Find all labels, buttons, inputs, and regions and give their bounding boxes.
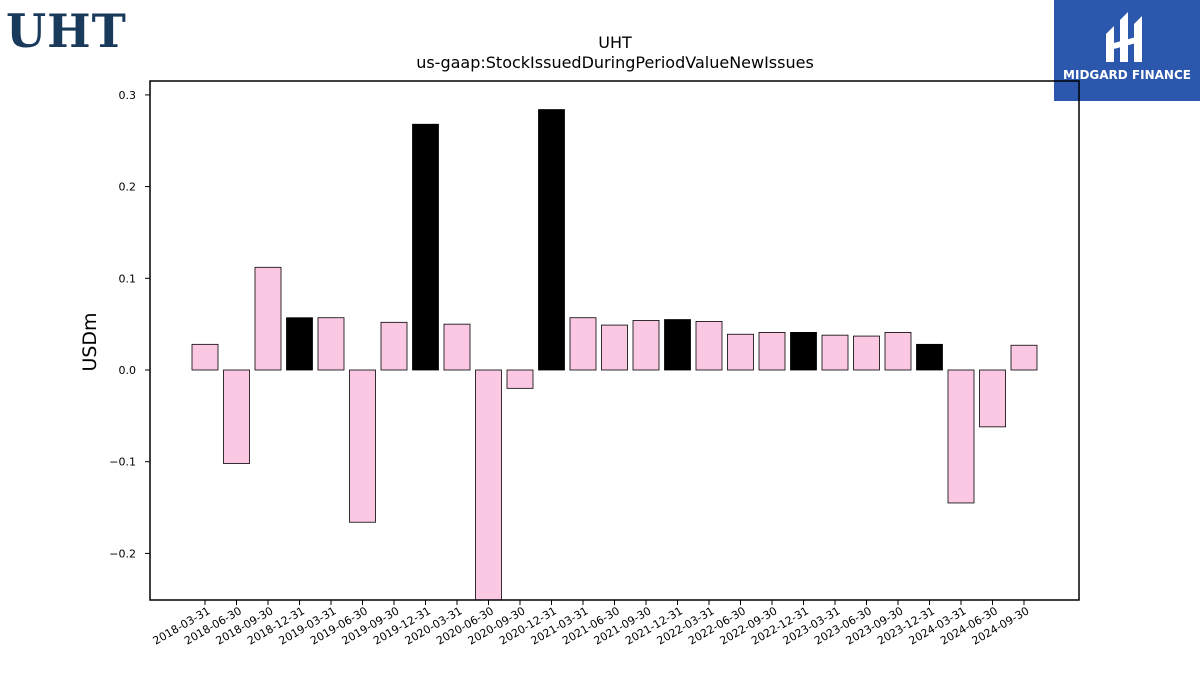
bar-2023-09-30 bbox=[884, 332, 912, 371]
brand-badge: MIDGARD FINANCE bbox=[1054, 0, 1200, 101]
bar-2018-03-31 bbox=[191, 343, 219, 371]
bar-2021-03-31 bbox=[569, 317, 597, 371]
y-tick-label: −0.2 bbox=[109, 547, 136, 560]
y-axis-ticks: −0.2 −0.1 0.0 0.1 0.2 0.3 bbox=[109, 89, 150, 560]
y-tick-label: 0.0 bbox=[119, 364, 137, 377]
chart-title: UHT bbox=[598, 33, 632, 52]
bars-group bbox=[191, 109, 1038, 600]
brand-name: MIDGARD FINANCE bbox=[1063, 68, 1191, 82]
bar-2019-03-31 bbox=[317, 317, 345, 371]
bar-2022-03-31 bbox=[695, 320, 723, 371]
chart-subtitle: us-gaap:StockIssuedDuringPeriodValueNewI… bbox=[416, 53, 814, 72]
bar-2019-06-30 bbox=[349, 369, 376, 523]
bar-2024-06-30 bbox=[979, 369, 1006, 428]
midgard-logo-icon bbox=[1106, 12, 1142, 62]
bar-2022-12-31 bbox=[790, 332, 817, 371]
y-tick-label: 0.1 bbox=[119, 272, 137, 285]
bar-2022-09-30 bbox=[758, 332, 786, 371]
bar-2022-06-30 bbox=[727, 333, 754, 371]
y-tick-label: 0.3 bbox=[119, 89, 137, 102]
bar-2021-09-30 bbox=[632, 320, 660, 371]
bar-2018-12-31 bbox=[286, 317, 313, 371]
y-tick-label: 0.2 bbox=[119, 181, 137, 194]
bar-2021-06-30 bbox=[601, 324, 628, 371]
bar-2019-09-30 bbox=[380, 321, 408, 371]
bar-2018-06-30 bbox=[223, 369, 250, 464]
bar-2020-06-30 bbox=[475, 369, 502, 600]
bar-2020-09-30 bbox=[506, 369, 534, 389]
bar-2024-09-30 bbox=[1010, 344, 1038, 371]
bar-2024-03-31 bbox=[947, 369, 975, 504]
ticker-logo: UHT bbox=[6, 4, 127, 58]
bar-2020-03-31 bbox=[443, 323, 471, 371]
bar-2018-09-30 bbox=[254, 266, 282, 371]
x-axis-ticks: 2018-03-312018-06-302018-09-302018-12-31… bbox=[151, 600, 1032, 648]
bar-2020-12-31 bbox=[538, 109, 565, 371]
bar-2021-12-31 bbox=[664, 319, 691, 371]
bar-2023-06-30 bbox=[853, 335, 880, 371]
bar-2019-12-31 bbox=[412, 123, 439, 371]
bar-2023-03-31 bbox=[821, 334, 849, 371]
y-tick-label: −0.1 bbox=[109, 456, 136, 469]
bar-2023-12-31 bbox=[916, 343, 943, 371]
y-axis-label: USDm bbox=[79, 312, 101, 371]
